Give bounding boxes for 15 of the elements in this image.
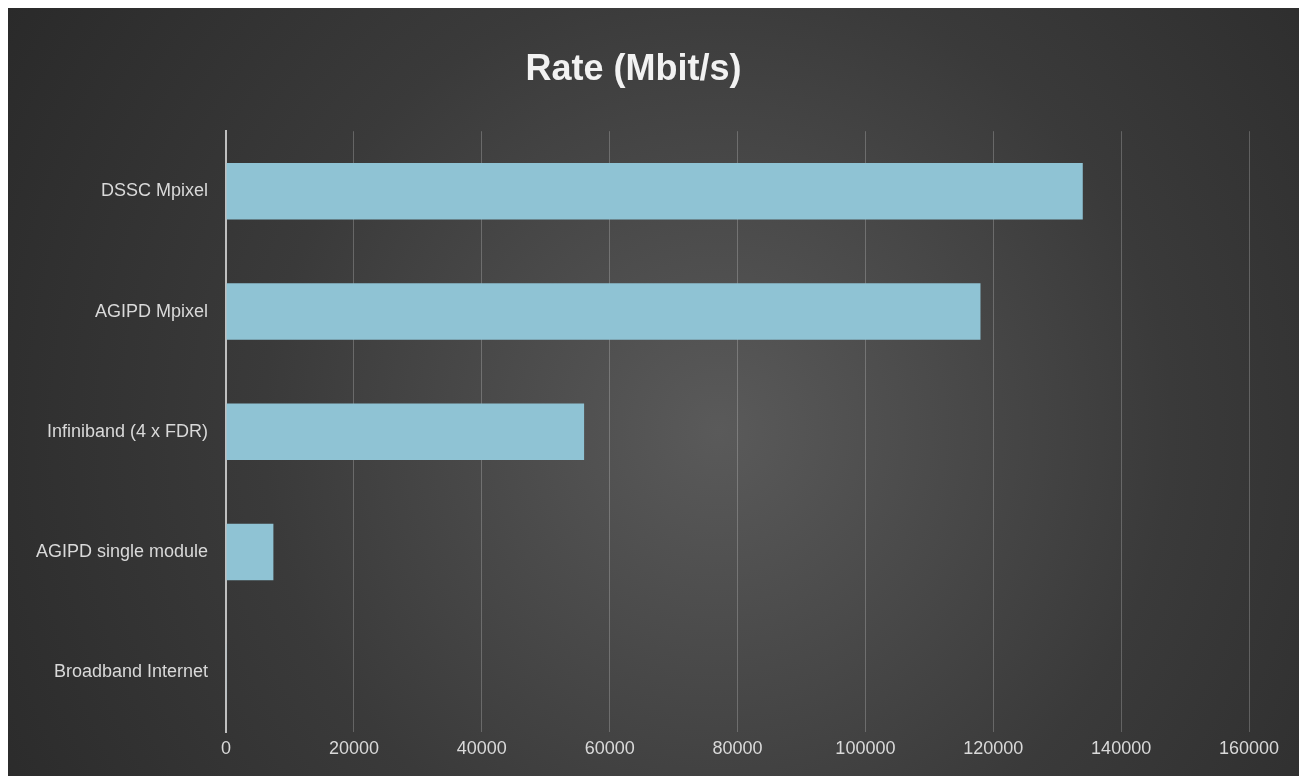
x-tick-label: 100000 — [835, 738, 896, 759]
x-tick-label: 40000 — [456, 738, 507, 759]
x-tick-label: 160000 — [1218, 738, 1280, 759]
y-tick-label: AGIPD single module — [35, 541, 209, 562]
x-tick-label: 80000 — [712, 738, 763, 759]
x-tick-label: 60000 — [584, 738, 635, 759]
y-tick-label: Broadband Internet — [53, 661, 209, 682]
y-tick-label: DSSC Mpixel — [101, 180, 209, 201]
y-tick-label: Infiniband (4 x FDR) — [47, 420, 209, 441]
y-tick-label: AGIPD Mpixel — [95, 300, 209, 321]
chart-title: Rate (Mbit/s) — [525, 46, 742, 88]
x-tick-label: 120000 — [963, 738, 1024, 759]
x-tick-label: 140000 — [1091, 738, 1152, 759]
x-tick-label: 0 — [221, 738, 232, 759]
x-tick-label: 20000 — [328, 738, 379, 759]
